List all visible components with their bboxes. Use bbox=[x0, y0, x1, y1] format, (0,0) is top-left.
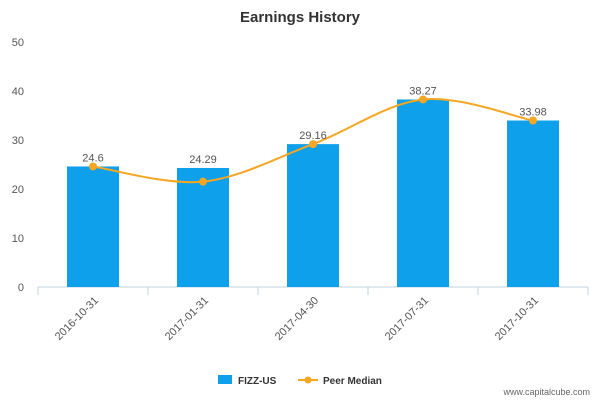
bar bbox=[397, 99, 449, 288]
y-tick-label: 40 bbox=[12, 86, 24, 98]
bar bbox=[287, 144, 339, 287]
line-series bbox=[89, 95, 537, 186]
x-tick-label: 2017-01-31 bbox=[163, 295, 211, 343]
peer-median-point bbox=[419, 95, 427, 104]
legend-label-peer-median[interactable]: Peer Median bbox=[323, 376, 382, 387]
watermark: www.capitalcube.com bbox=[502, 387, 590, 397]
y-tick-label: 10 bbox=[12, 233, 24, 245]
data-label: 38.27 bbox=[409, 85, 437, 97]
y-tick-label: 30 bbox=[12, 135, 24, 147]
bar bbox=[507, 120, 559, 287]
y-tick-label: 50 bbox=[12, 37, 24, 49]
data-label: 33.98 bbox=[519, 106, 547, 118]
x-axis: 2016-10-31 2017-01-31 2017-04-30 2017-07-31… bbox=[37, 286, 589, 343]
legend: FIZZ-US Peer Median bbox=[218, 375, 382, 387]
peer-median-point bbox=[199, 177, 207, 186]
peer-median-point bbox=[309, 140, 317, 149]
x-tick-label: 2017-07-31 bbox=[383, 295, 431, 343]
data-label: 24.6 bbox=[82, 152, 103, 164]
data-label: 29.16 bbox=[299, 130, 327, 142]
y-axis: 0 10 20 30 40 50 bbox=[12, 37, 24, 294]
bar-series bbox=[67, 99, 559, 288]
chart-title: Earnings History bbox=[240, 9, 361, 26]
data-label: 24.29 bbox=[189, 154, 217, 166]
x-tick-label: 2016-10-31 bbox=[53, 295, 101, 343]
legend-label-fizz[interactable]: FIZZ-US bbox=[238, 376, 277, 387]
peer-median-point bbox=[89, 162, 97, 171]
x-tick-label: 2017-04-30 bbox=[273, 295, 321, 343]
bar bbox=[177, 167, 229, 287]
peer-median-point bbox=[529, 116, 537, 125]
data-labels: 24.6 24.29 29.16 38.27 33.98 bbox=[82, 85, 546, 166]
legend-swatch-peer-dot bbox=[304, 376, 312, 384]
bar bbox=[67, 166, 119, 287]
y-tick-label: 0 bbox=[18, 282, 24, 294]
legend-swatch-fizz bbox=[218, 375, 232, 384]
y-tick-label: 20 bbox=[12, 184, 24, 196]
x-tick-label: 2017-10-31 bbox=[493, 295, 541, 343]
